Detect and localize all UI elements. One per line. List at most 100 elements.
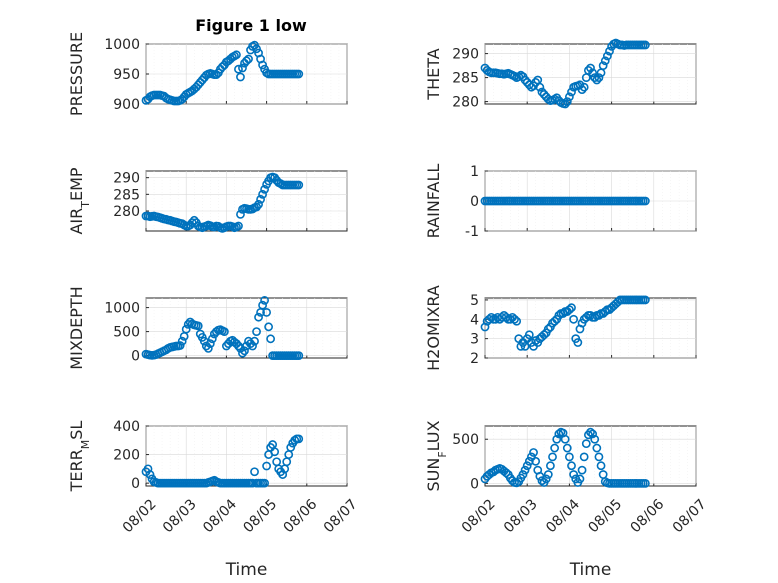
- data-point: [244, 54, 253, 64]
- data-point: [234, 341, 243, 351]
- data-point: [535, 82, 545, 92]
- subplot-1: 900 950 1000 PRESSURE: [67, 32, 348, 116]
- subplot-2: 280 285 290 THETA: [424, 38, 697, 111]
- data-point: [577, 85, 587, 94]
- data-point: [531, 456, 541, 466]
- data-point: [567, 461, 576, 471]
- data-point: [529, 448, 538, 457]
- data-point: [598, 61, 608, 70]
- subplot-5: 0 500 1000 MIXDEPTH: [67, 286, 348, 370]
- data-point: [594, 311, 604, 320]
- y-axis-label: MIXDEPTH: [67, 286, 86, 369]
- data-point: [294, 434, 304, 444]
- plot-area: [145, 425, 348, 487]
- x-tick-label: 08/07: [321, 496, 361, 536]
- data-point: [486, 312, 496, 322]
- data-point: [590, 73, 600, 82]
- data-point: [266, 334, 276, 344]
- data-point: [294, 69, 304, 79]
- data-point: [575, 474, 585, 484]
- y-tick-label: 400: [113, 419, 140, 435]
- subplot-8: 08/02 08/03 08/04 08/05 08/06 08/07 0 500SUNFLU…: [424, 420, 710, 580]
- x-tick-label: 08/05: [240, 496, 280, 536]
- data-point: [537, 476, 547, 486]
- data-point: [262, 461, 271, 471]
- data-point: [250, 467, 259, 477]
- data-point: [234, 221, 243, 231]
- data-point: [181, 324, 191, 334]
- y-tick-label: 1000: [104, 301, 140, 317]
- data-point: [236, 72, 245, 82]
- data-point: [254, 199, 263, 209]
- data-point: [640, 295, 650, 305]
- data-point: [238, 63, 247, 73]
- data-point: [567, 87, 576, 97]
- y-tick-label: 280: [113, 204, 140, 220]
- data-point: [581, 439, 591, 449]
- data-point: [175, 341, 185, 350]
- data-point: [569, 470, 579, 479]
- data-point: [590, 312, 600, 322]
- data-point: [248, 478, 257, 488]
- data-point: [189, 215, 199, 225]
- data-point: [278, 470, 288, 479]
- subplot-4: -1 0 1 RAINFALL: [424, 164, 697, 240]
- data-point: [579, 82, 589, 92]
- data-point: [258, 300, 267, 310]
- data-point: [264, 322, 274, 332]
- data-point: [640, 40, 650, 50]
- x-tick-label: 08/05: [585, 496, 625, 536]
- data-point: [562, 443, 572, 453]
- y-tick-label: 1000: [104, 37, 140, 53]
- y-tick-label: 285: [452, 71, 479, 87]
- data-point: [522, 461, 532, 471]
- data-point: [177, 336, 187, 346]
- data-point: [207, 334, 217, 344]
- data-point: [510, 314, 519, 324]
- data-point: [596, 461, 606, 471]
- data-point: [594, 452, 604, 462]
- subplot-7: 08/02 08/03 08/04 08/05 08/06 08/07 0 200 400 TER…: [67, 419, 361, 580]
- data-point: [588, 68, 598, 78]
- data-point: [588, 429, 598, 439]
- data-point: [286, 443, 296, 452]
- data-point: [586, 63, 595, 73]
- y-axis-label: RAINFALL: [424, 164, 443, 239]
- data-point: [531, 336, 541, 345]
- data-point: [594, 73, 604, 82]
- data-point: [573, 338, 583, 347]
- data-point: [569, 314, 579, 324]
- data-point: [143, 464, 153, 474]
- y-tick-label: 0: [131, 476, 140, 492]
- y-tick-label: 0: [470, 476, 479, 492]
- data-point: [560, 434, 570, 444]
- data-point: [484, 314, 494, 324]
- data-point: [145, 470, 155, 479]
- data-point: [219, 327, 229, 336]
- plot-area: [484, 297, 697, 359]
- data-point: [501, 312, 511, 322]
- data-point: [546, 461, 555, 471]
- data-point: [501, 468, 511, 478]
- data-point: [236, 209, 245, 219]
- x-tick-label: 08/04: [200, 496, 240, 536]
- data-point: [270, 447, 280, 457]
- y-tick-label: 0: [470, 194, 479, 210]
- y-tick-label: 0: [131, 349, 140, 365]
- data-point: [605, 46, 614, 56]
- data-point: [254, 312, 263, 322]
- data-point: [640, 478, 650, 488]
- x-tick-label: 08/04: [543, 496, 583, 536]
- data-point: [565, 452, 574, 462]
- data-point: [520, 465, 530, 475]
- data-point: [554, 429, 564, 439]
- subplot-6: 2 3 4 5 H2OMIXRA: [424, 285, 697, 371]
- y-tick-label: 280: [452, 95, 479, 111]
- data-point: [203, 343, 213, 353]
- x-tick-label: 08/06: [628, 496, 668, 536]
- data-point: [541, 474, 551, 484]
- data-point: [552, 434, 562, 444]
- y-tick-label: 500: [452, 432, 479, 448]
- data-point: [600, 56, 610, 66]
